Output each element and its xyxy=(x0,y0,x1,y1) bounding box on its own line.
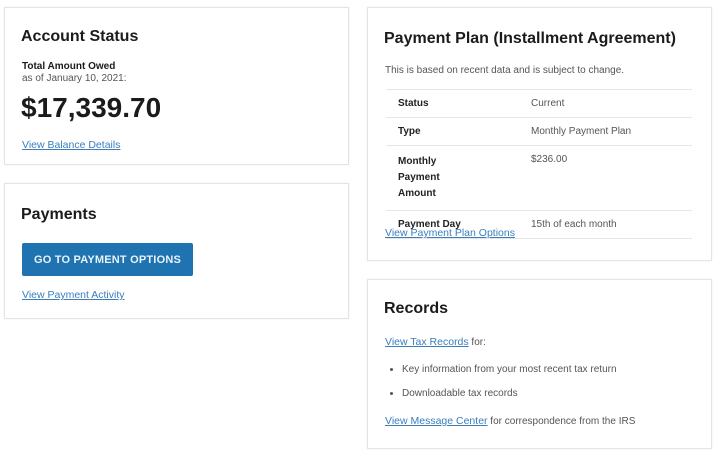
view-payment-activity-link[interactable]: View Payment Activity xyxy=(22,289,125,301)
table-row: Type Monthly Payment Plan xyxy=(386,117,692,146)
payment-plan-title: Payment Plan (Installment Agreement) xyxy=(384,30,676,47)
account-status-card: Account Status Total Amount Owed as of J… xyxy=(4,7,349,165)
payments-card: Payments GO TO PAYMENT OPTIONS View Paym… xyxy=(4,183,349,319)
payment-plan-note: This is based on recent data and is subj… xyxy=(385,65,625,76)
row-label: Status xyxy=(386,89,519,118)
view-message-center-link[interactable]: View Message Center xyxy=(385,415,488,427)
row-label: Type xyxy=(386,117,519,146)
table-row: Payment Day 15th of each month xyxy=(386,210,692,239)
payment-plan-table: Status Current Type Monthly Payment Plan M… xyxy=(386,89,692,239)
total-owed-label: Total Amount Owed xyxy=(22,61,116,72)
row-label: Monthly Payment Amount xyxy=(386,145,519,211)
tax-records-suffix: for: xyxy=(468,337,486,348)
row-value: Monthly Payment Plan xyxy=(519,117,692,146)
payment-plan-card: Payment Plan (Installment Agreement) Thi… xyxy=(367,7,712,261)
row-value: 15th of each month xyxy=(519,210,692,239)
list-item: Key information from your most recent ta… xyxy=(402,364,617,375)
payments-title: Payments xyxy=(21,206,97,223)
message-center-line: View Message Center for correspondence f… xyxy=(385,415,635,427)
list-item: Downloadable tax records xyxy=(402,388,617,399)
account-status-title: Account Status xyxy=(21,28,139,45)
tax-records-line: View Tax Records for: xyxy=(385,336,486,348)
table-row: Monthly Payment Amount $236.00 xyxy=(386,145,692,211)
row-label: Payment Day xyxy=(386,210,519,239)
message-center-suffix: for correspondence from the IRS xyxy=(487,416,636,427)
records-card: Records View Tax Records for: Key inform… xyxy=(367,279,712,449)
view-tax-records-link[interactable]: View Tax Records xyxy=(385,336,469,348)
amount-owed: $17,339.70 xyxy=(21,92,162,123)
records-list: Key information from your most recent ta… xyxy=(402,364,617,412)
records-title: Records xyxy=(384,300,449,317)
go-to-payment-options-button[interactable]: GO TO PAYMENT OPTIONS xyxy=(22,243,193,276)
view-payment-plan-options-link[interactable]: View Payment Plan Options xyxy=(385,227,515,239)
table-row: Status Current xyxy=(386,89,692,118)
row-value: $236.00 xyxy=(519,145,692,211)
row-value: Current xyxy=(519,89,692,118)
as-of-date: as of January 10, 2021: xyxy=(22,73,127,84)
view-balance-details-link[interactable]: View Balance Details xyxy=(22,139,121,151)
